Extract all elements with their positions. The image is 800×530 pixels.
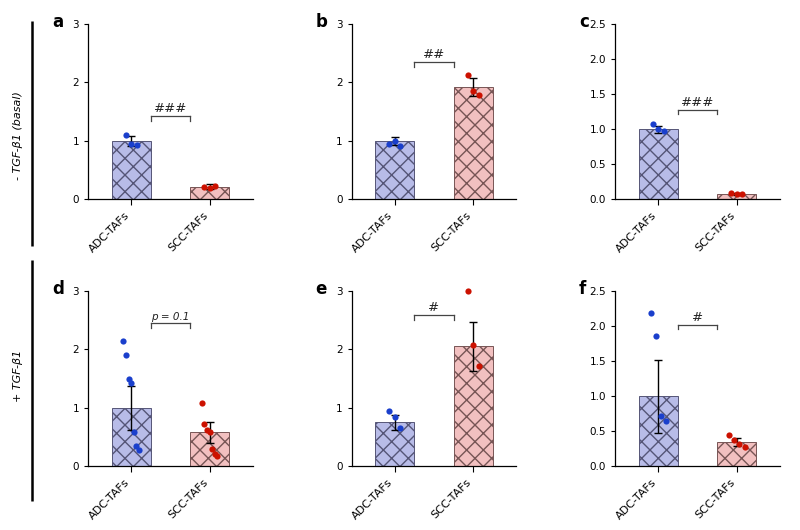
Bar (454, 87, 493, 199)
Point (736, 190, 749, 198)
Point (728, 436, 741, 444)
Point (462, 71, 474, 80)
Bar (375, 141, 414, 199)
Point (394, 142, 406, 150)
Bar (718, 442, 757, 466)
Point (206, 445, 218, 453)
Point (195, 399, 208, 408)
Text: c: c (579, 13, 589, 31)
Point (125, 139, 138, 148)
Bar (638, 129, 678, 199)
Text: ###: ### (681, 95, 714, 109)
Point (650, 332, 662, 341)
Point (658, 126, 670, 135)
Point (730, 190, 743, 198)
Text: a: a (52, 13, 63, 31)
Point (644, 309, 657, 317)
Bar (190, 432, 230, 466)
Text: ##: ## (423, 48, 445, 61)
Text: p = 0.1: p = 0.1 (151, 312, 190, 322)
Point (467, 87, 480, 95)
Point (738, 443, 751, 451)
Text: e: e (315, 280, 326, 298)
Y-axis label: Fold $\it{SMAD3}$ mRNA: Fold $\it{SMAD3}$ mRNA (0, 529, 1, 530)
Point (462, 287, 474, 295)
Point (119, 131, 132, 139)
Point (654, 412, 667, 420)
Bar (190, 187, 230, 199)
Point (652, 125, 665, 134)
Y-axis label: Fold $\it{SMAD3}$ mRNA: Fold $\it{SMAD3}$ mRNA (0, 529, 1, 530)
Point (198, 420, 210, 428)
Point (722, 430, 735, 439)
Point (130, 141, 143, 149)
Text: + TGF-β1: + TGF-β1 (13, 350, 22, 402)
Point (394, 424, 406, 432)
Point (467, 340, 480, 349)
Bar (375, 422, 414, 466)
Point (203, 428, 216, 437)
Text: - TGF-β1 (basal): - TGF-β1 (basal) (13, 91, 22, 180)
Text: ###: ### (154, 102, 187, 116)
Bar (111, 408, 150, 466)
Point (133, 446, 146, 454)
Y-axis label: Fold $\it{SMAD3}$/$\it{SMAD2}$ mRNA: Fold $\it{SMAD3}$/$\it{SMAD2}$ mRNA (0, 529, 1, 530)
Point (201, 426, 214, 435)
Text: b: b (315, 13, 327, 31)
Point (660, 417, 673, 425)
Bar (111, 141, 150, 199)
Bar (638, 396, 678, 466)
Point (127, 428, 140, 437)
Bar (454, 347, 493, 466)
Point (388, 412, 401, 421)
Point (125, 379, 138, 387)
Point (733, 440, 746, 448)
Point (383, 407, 396, 415)
Text: f: f (579, 280, 586, 298)
Point (203, 183, 216, 192)
Y-axis label: Fold $\it{SMAD2}$ mRNA: Fold $\it{SMAD2}$ mRNA (0, 529, 1, 530)
Point (211, 452, 224, 460)
Point (117, 337, 130, 345)
Point (388, 137, 401, 145)
Point (122, 374, 135, 383)
Point (130, 441, 142, 450)
Point (198, 182, 210, 191)
Point (383, 139, 396, 148)
Point (725, 189, 738, 197)
Point (472, 91, 485, 100)
Text: #: # (429, 302, 439, 314)
Point (119, 351, 132, 359)
Text: #: # (692, 311, 703, 323)
Y-axis label: Fold $\it{SMAD3}$/$\it{SMAD2}$ mRNA: Fold $\it{SMAD3}$/$\it{SMAD2}$ mRNA (0, 529, 1, 530)
Point (646, 119, 659, 128)
Bar (718, 194, 757, 199)
Text: d: d (52, 280, 64, 298)
Point (472, 361, 485, 370)
Point (209, 449, 222, 458)
Y-axis label: Fold $\it{SMAD2}$ mRNA: Fold $\it{SMAD2}$ mRNA (0, 529, 1, 530)
Point (209, 182, 222, 190)
